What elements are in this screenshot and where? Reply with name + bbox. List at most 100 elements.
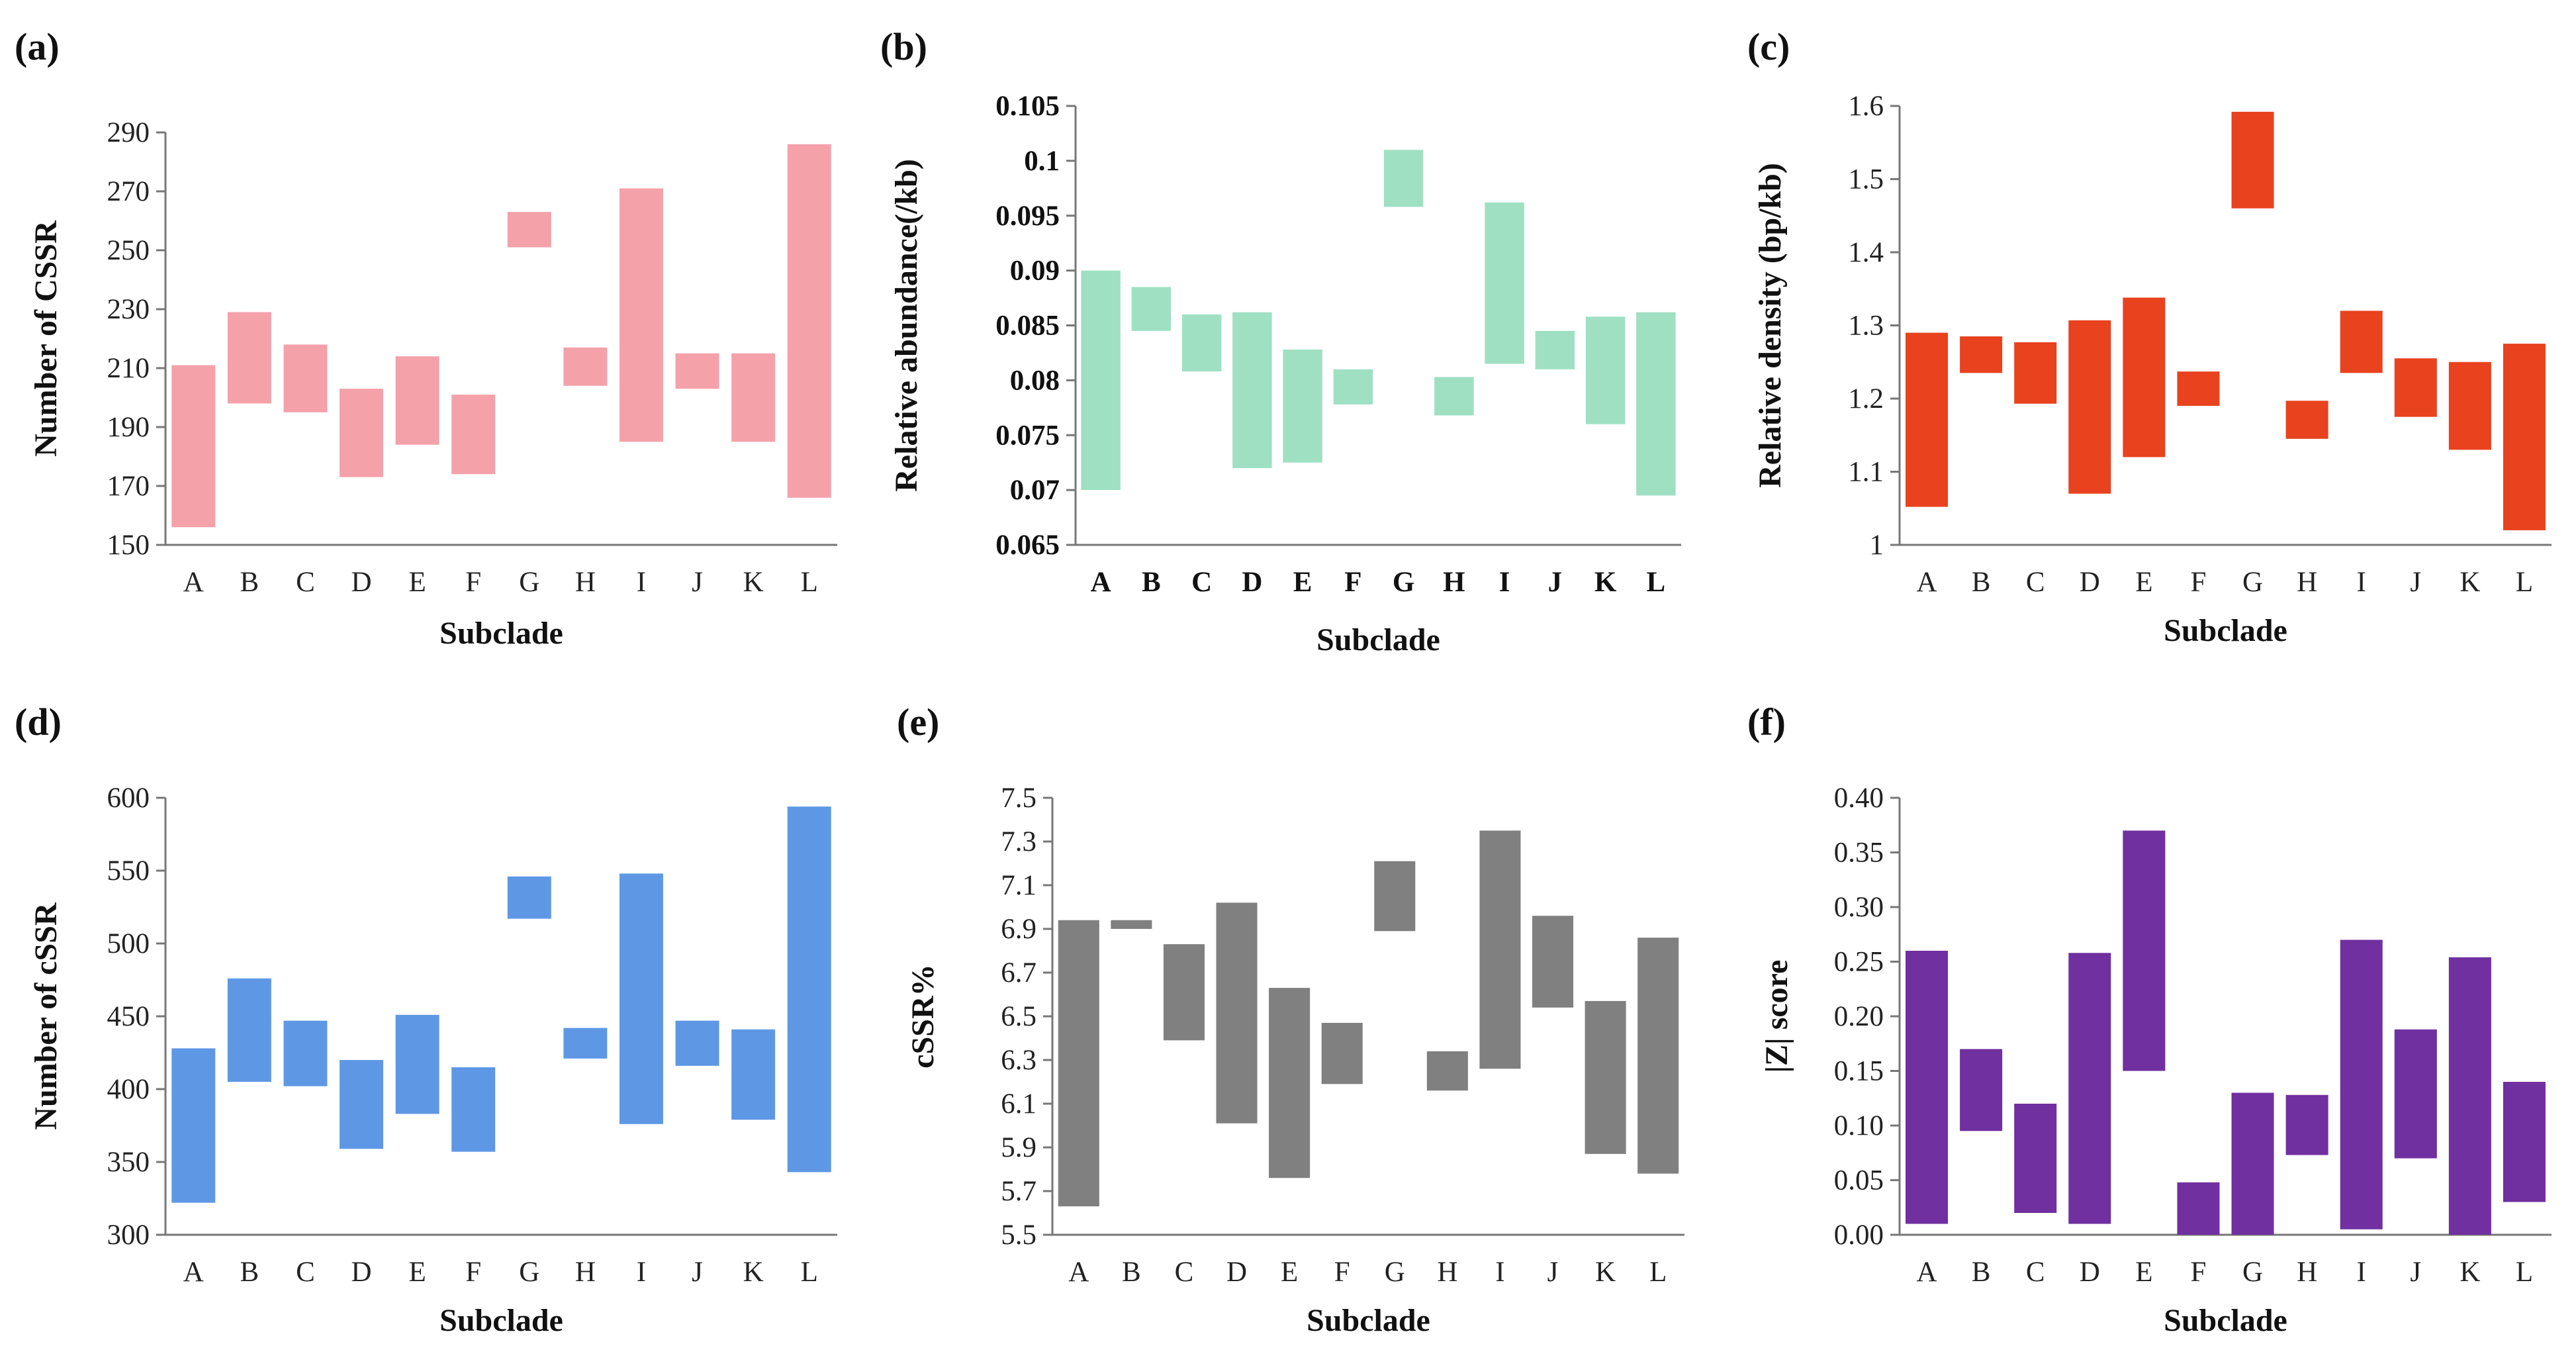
panel-f-x-axis-title: Subclade bbox=[2164, 1303, 2287, 1338]
panel-f-y-tick-label: 0.00 bbox=[1834, 1220, 1884, 1251]
panel-b-bar-F bbox=[1333, 369, 1373, 405]
panel-f-x-tick-label: L bbox=[2516, 1257, 2533, 1288]
panel-f-y-tick-label: 0.35 bbox=[1834, 838, 1884, 869]
panel-f-x-tick-label: J bbox=[2410, 1257, 2421, 1288]
panel-b-bar-B bbox=[1131, 287, 1172, 331]
panel-c-bar-A bbox=[1906, 332, 1949, 507]
panel-b-y-tick-label: 0.08 bbox=[1010, 365, 1060, 396]
panel-b-x-tick-label: I bbox=[1499, 567, 1510, 598]
panel-f-x-tick-label: K bbox=[2460, 1257, 2480, 1288]
panel-d-x-tick-label: I bbox=[637, 1257, 646, 1288]
panel-e-x-tick-label: F bbox=[1334, 1257, 1350, 1288]
panel-f-x-tick-label: D bbox=[2080, 1257, 2100, 1288]
panel-a-y-tick-label: 150 bbox=[107, 530, 150, 561]
panel-e-bar-G bbox=[1374, 861, 1416, 932]
panel-b-x-tick-label: E bbox=[1293, 567, 1312, 598]
panel-d-bar-J bbox=[675, 1020, 719, 1066]
panel-b-x-axis-title: Subclade bbox=[1316, 622, 1440, 657]
panel-a-bar-H bbox=[563, 347, 608, 386]
panel-d-y-tick-label: 550 bbox=[107, 855, 150, 887]
panel-c-x-tick-label: H bbox=[2297, 567, 2317, 598]
panel-e-y-tick-label: 7.5 bbox=[1001, 783, 1036, 814]
panel-e-x-tick-label: D bbox=[1226, 1257, 1247, 1288]
panel-c-x-tick-label: F bbox=[2190, 567, 2206, 598]
panel-f-bar-J bbox=[2394, 1029, 2437, 1159]
panel-d-x-tick-label: J bbox=[692, 1257, 703, 1288]
panel-d-label: (d) bbox=[15, 700, 62, 744]
panel-b-bar-E bbox=[1283, 349, 1322, 463]
panel-c-x-tick-label: J bbox=[2410, 567, 2421, 598]
panel-d-y-tick-label: 500 bbox=[107, 928, 150, 959]
panel-a-y-tick-label: 290 bbox=[107, 117, 150, 148]
panel-b-y-tick-label: 0.075 bbox=[995, 420, 1060, 451]
panel-c-y-tick-label: 1.1 bbox=[1848, 457, 1884, 488]
panel-a-y-tick-label: 230 bbox=[107, 294, 150, 325]
panel-e-x-tick-label: E bbox=[1281, 1257, 1298, 1288]
panel-e-bar-E bbox=[1269, 988, 1311, 1179]
panel-a-x-axis-title: Subclade bbox=[439, 616, 563, 651]
panel-f-y-tick-label: 0.25 bbox=[1834, 947, 1884, 978]
panel-a-x-tick-label: K bbox=[743, 567, 764, 598]
panel-e-y-tick-label: 5.7 bbox=[1001, 1176, 1036, 1207]
panel-e-bar-K bbox=[1585, 1000, 1626, 1154]
panel-b-x-tick-label: B bbox=[1142, 567, 1161, 598]
panel-d-x-tick-label: H bbox=[575, 1257, 596, 1288]
panel-f-x-tick-label: E bbox=[2135, 1257, 2152, 1288]
panel-b-x-tick-label: D bbox=[1242, 567, 1262, 598]
panel-c-y-tick-label: 1 bbox=[1870, 530, 1884, 561]
panel-b-bar-D bbox=[1232, 312, 1272, 468]
panel-c-bar-D bbox=[2068, 320, 2111, 494]
panel-f-bar-C bbox=[2014, 1104, 2057, 1213]
panel-e-x-tick-label: G bbox=[1385, 1257, 1405, 1288]
panel-b-x-tick-label: K bbox=[1594, 567, 1617, 598]
panel-a-x-tick-label: H bbox=[575, 567, 596, 598]
panel-f-bar-G bbox=[2231, 1092, 2274, 1235]
panel-f-y-tick-label: 0.05 bbox=[1834, 1165, 1884, 1196]
panel-b-y-tick-label: 0.095 bbox=[995, 201, 1060, 232]
panel-c-x-tick-label: C bbox=[2026, 567, 2045, 598]
panel-e-y-tick-label: 7.1 bbox=[1001, 870, 1036, 901]
panel-c-bar-G bbox=[2231, 111, 2274, 209]
panel-d-y-tick-label: 350 bbox=[107, 1147, 150, 1178]
panel-e-y-tick-label: 5.5 bbox=[1001, 1220, 1036, 1251]
panel-f-y-tick-label: 0.40 bbox=[1834, 783, 1884, 814]
panel-d-bar-G bbox=[507, 876, 551, 919]
panel-e-bar-H bbox=[1426, 1051, 1468, 1091]
panel-c-y-tick-label: 1.6 bbox=[1848, 91, 1884, 122]
panel-e-y-tick-label: 6.9 bbox=[1001, 914, 1036, 945]
panel-d-x-tick-label: F bbox=[465, 1257, 481, 1288]
panel-a-bar-C bbox=[283, 344, 328, 412]
panel-c-x-axis-title: Subclade bbox=[2164, 613, 2287, 648]
panel-f-y-tick-label: 0.30 bbox=[1834, 892, 1884, 923]
panel-c-x-tick-label: K bbox=[2460, 567, 2480, 598]
panel-b-bar-A bbox=[1081, 270, 1121, 491]
panel-a-bar-B bbox=[227, 312, 271, 404]
panel-d-x-tick-label: B bbox=[240, 1257, 259, 1288]
panel-c-bar-F bbox=[2177, 371, 2220, 407]
panel-a-y-tick-label: 190 bbox=[107, 412, 150, 443]
panel-c-y-tick-label: 1.3 bbox=[1848, 311, 1884, 342]
panel-e-x-axis-title: Subclade bbox=[1307, 1303, 1430, 1338]
panel-c-bar-H bbox=[2285, 401, 2328, 439]
panel-b-bar-L bbox=[1636, 312, 1676, 496]
panel-d-x-tick-label: C bbox=[296, 1257, 315, 1288]
panel-c-bar-C bbox=[2014, 342, 2057, 404]
panel-e-bar-B bbox=[1111, 920, 1152, 929]
panel-e-x-tick-label: B bbox=[1122, 1257, 1141, 1288]
panel-b-x-tick-label: H bbox=[1443, 567, 1465, 598]
panel-f-y-tick-label: 0.10 bbox=[1834, 1110, 1884, 1141]
panel-f-label: (f) bbox=[1747, 700, 1786, 744]
panel-d-x-tick-label: D bbox=[351, 1257, 372, 1288]
panel-e-x-tick-label: A bbox=[1068, 1257, 1089, 1288]
panel-e-y-tick-label: 6.7 bbox=[1001, 957, 1036, 988]
panel-e-label: (e) bbox=[897, 700, 939, 744]
panel-e-bar-D bbox=[1216, 902, 1258, 1124]
panel-a-bar-K bbox=[731, 353, 776, 442]
panel-c-label: (c) bbox=[1747, 25, 1790, 68]
panel-e-bar-J bbox=[1532, 916, 1574, 1008]
panel-c-bar-B bbox=[1960, 336, 2003, 373]
panel-f-x-tick-label: F bbox=[2190, 1257, 2206, 1288]
panel-e-y-axis-title: cSSR% bbox=[905, 964, 941, 1068]
panel-e-x-tick-label: C bbox=[1175, 1257, 1194, 1288]
